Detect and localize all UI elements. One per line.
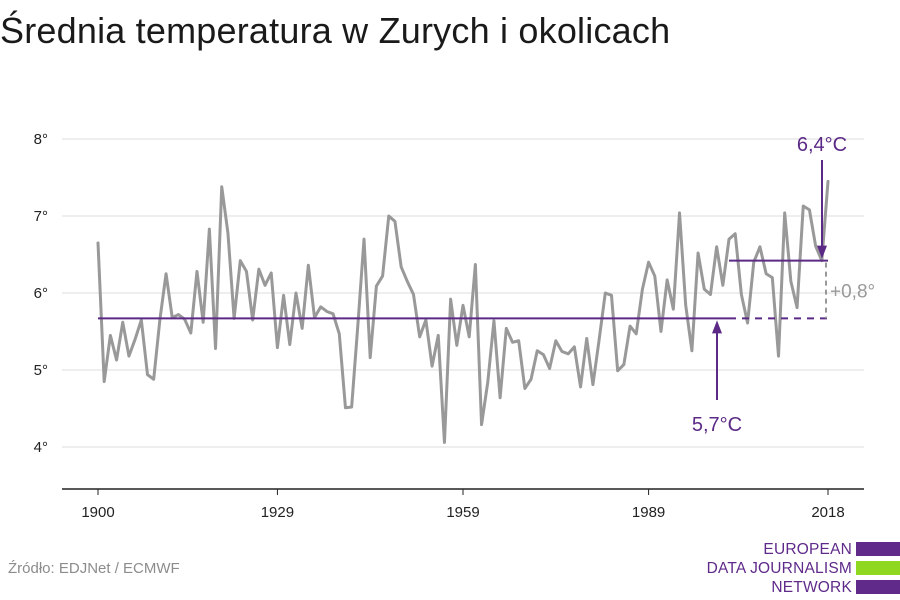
- logo-bar-purple-top: [856, 542, 900, 556]
- y-tick-label: 8°: [34, 131, 48, 148]
- logo-line-2: DATA JOURNALISM: [706, 560, 852, 577]
- x-tick-label: 1900: [81, 504, 114, 521]
- logo-line-1: EUROPEAN: [763, 541, 852, 558]
- x-tick-label: 1989: [632, 504, 665, 521]
- low-average-arrowhead: [712, 320, 722, 334]
- logo-bar-purple-bottom: [856, 580, 900, 594]
- low-average-label: 5,7°C: [692, 414, 742, 436]
- y-tick-label: 7°: [34, 208, 48, 225]
- y-tick-label: 5°: [34, 362, 48, 379]
- x-tick-label: 2018: [811, 504, 844, 521]
- edjnet-logo: EUROPEAN DATA JOURNALISM NETWORK: [700, 538, 900, 600]
- difference-label: +0,8°: [830, 282, 875, 303]
- annotations: +0,8° 5,7°C 6,4°C: [692, 134, 875, 436]
- logo-bar-green: [856, 561, 900, 575]
- high-average-arrowhead: [817, 245, 827, 259]
- x-tick-label: 1929: [261, 504, 294, 521]
- temperature-series: [96, 179, 830, 444]
- y-tick-label: 4°: [34, 439, 48, 456]
- temperature-line: [96, 179, 830, 444]
- average-lines: [98, 259, 828, 320]
- y-axis-ticks: 4° 5° 6° 7° 8°: [34, 131, 48, 456]
- x-tick-label: 1959: [446, 504, 479, 521]
- y-tick-label: 6°: [34, 285, 48, 302]
- logo-line-3: NETWORK: [771, 579, 852, 596]
- chart-title: Średnia temperatura w Zurych i okolicach: [0, 10, 671, 51]
- gridlines: [62, 138, 864, 448]
- high-average-label: 6,4°C: [797, 134, 847, 156]
- source-note: Źródło: EDJNet / ECMWF: [8, 560, 180, 577]
- x-axis: 1900 1929 1959 1989 2018: [62, 488, 864, 521]
